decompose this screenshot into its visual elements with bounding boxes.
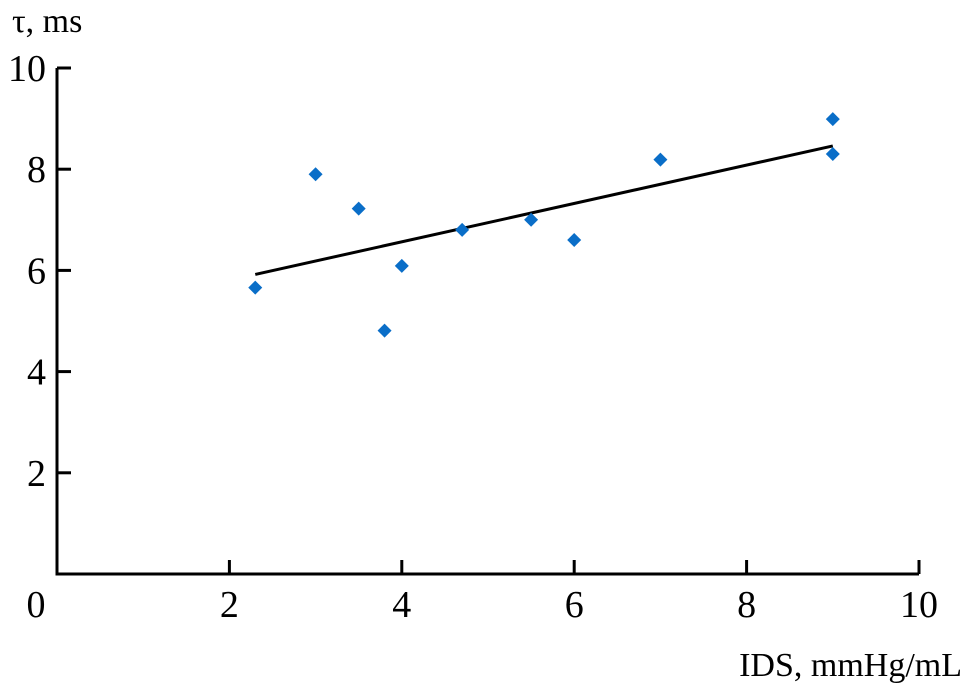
x-tick-label: 4	[392, 584, 411, 626]
x-tick-label: 10	[900, 584, 938, 626]
y-tick-label: 10	[8, 48, 46, 90]
trendline	[254, 144, 834, 276]
x-tick-label: 0	[27, 584, 46, 626]
data-point	[567, 233, 582, 248]
y-tick-label: 2	[27, 453, 46, 495]
data-point	[308, 167, 323, 182]
x-tick-label: 2	[220, 584, 239, 626]
x-tick-label: 8	[737, 584, 756, 626]
data-point	[825, 147, 840, 162]
data-point	[653, 152, 668, 167]
ticks: 0 2 4 6 8 10 2 4 6 8 10	[8, 48, 938, 626]
data-point	[248, 280, 263, 295]
data-point	[394, 258, 409, 273]
data-point	[455, 222, 470, 237]
y-tick-label: 6	[27, 250, 46, 292]
y-tick-label: 4	[27, 352, 46, 394]
data-point	[377, 323, 392, 338]
data-point	[825, 112, 840, 127]
data-points	[248, 112, 840, 338]
axes	[55, 68, 919, 576]
x-axis-label: IDS, mmHg/mL	[739, 647, 962, 684]
x-tick-label: 6	[565, 584, 584, 626]
y-axis-label: τ, ms	[12, 3, 82, 40]
y-tick-label: 8	[27, 149, 46, 191]
data-point	[351, 201, 366, 216]
data-point	[524, 212, 539, 227]
